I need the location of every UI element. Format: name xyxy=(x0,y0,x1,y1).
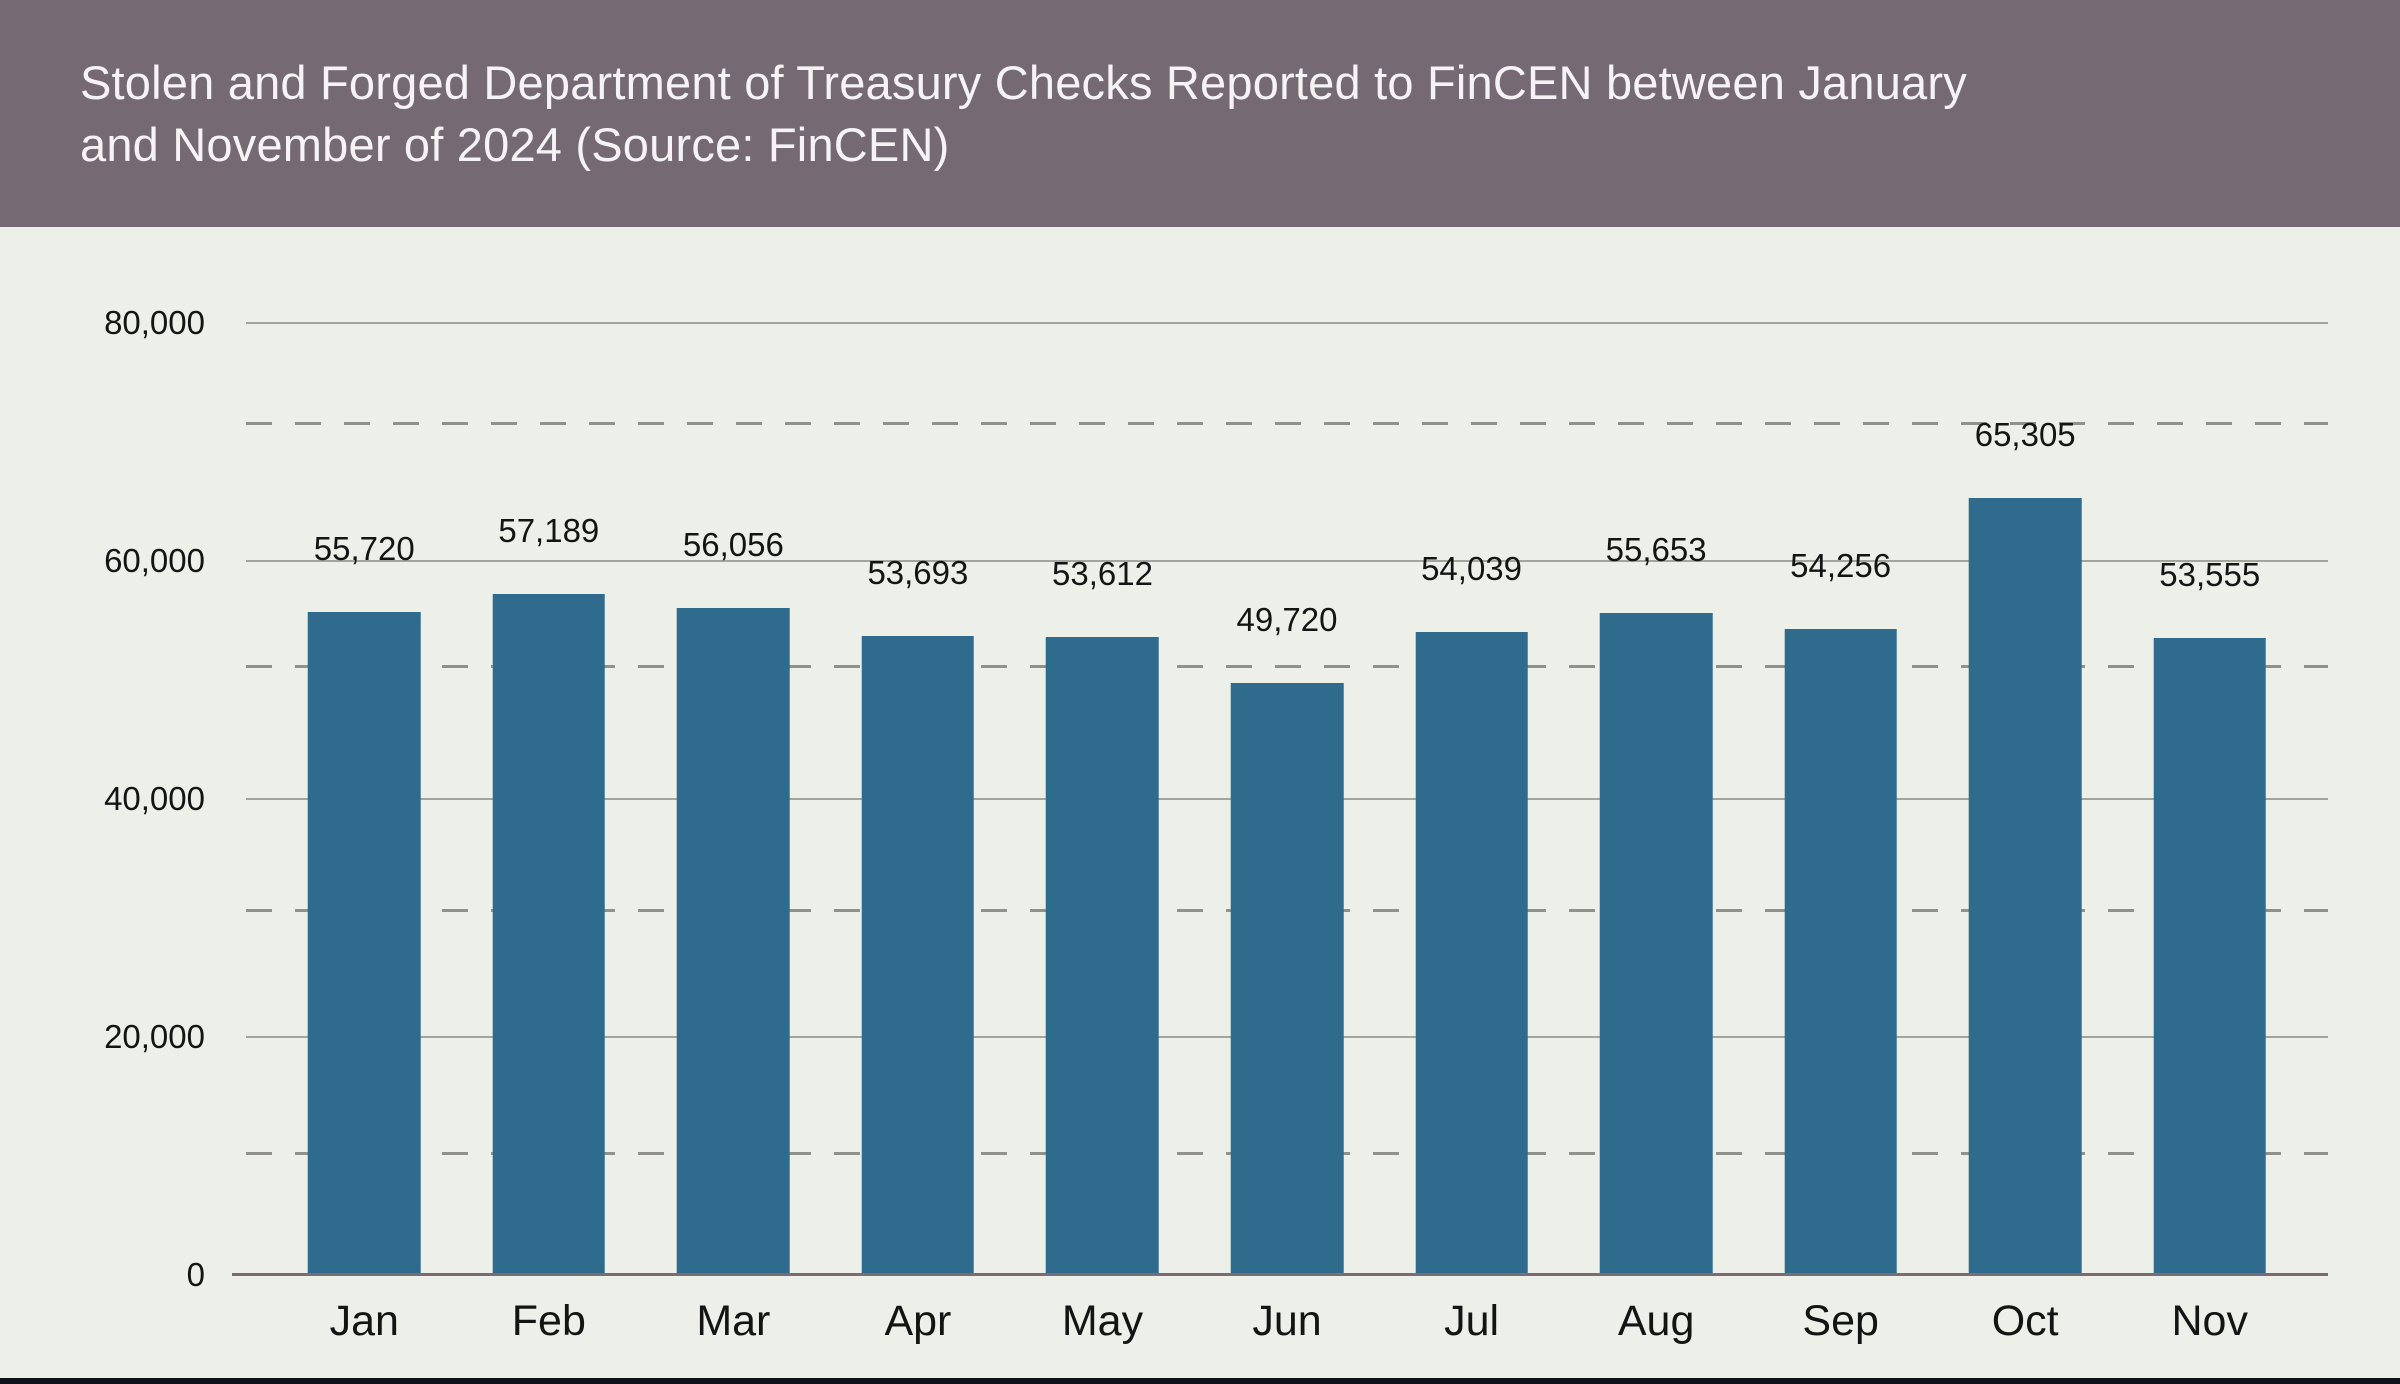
bar-value-label-jul: 54,039 xyxy=(1421,550,1523,588)
x-tick-label-apr: Apr xyxy=(884,1297,952,1345)
x-tick-label-sep: Sep xyxy=(1802,1297,1879,1345)
bar-aug xyxy=(1599,613,1713,1275)
chart-title-line-1: Stolen and Forged Department of Treasury… xyxy=(80,55,1967,109)
bar-nov xyxy=(2153,638,2267,1275)
chart-title-line-2: and November of 2024 (Source: FinCEN) xyxy=(80,117,950,171)
plot-grid: 55,720 Jan 57,189 Feb 56,056 Mar 53,693 Apr 53,6… xyxy=(232,322,2328,1343)
bar-value-label-nov: 53,555 xyxy=(2159,556,2261,594)
x-tick-label-jun: Jun xyxy=(1252,1297,1322,1345)
bar-sep xyxy=(1784,629,1897,1275)
bar-slot-mar: 56,056 Mar xyxy=(641,323,826,1343)
bar-slot-apr: 53,693 Apr xyxy=(826,323,1011,1343)
footer-strip xyxy=(0,1378,2400,1384)
y-tick-label-20000: 20,000 xyxy=(104,1018,205,1055)
bar-value-label-mar: 56,056 xyxy=(682,526,784,564)
y-tick-label-0: 0 xyxy=(186,1256,205,1293)
bar-value-label-apr: 53,693 xyxy=(867,554,969,592)
bar-slot-jun: 49,720 Jun xyxy=(1195,323,1380,1343)
gridline-dashed-50000 xyxy=(246,665,2328,669)
bar-may xyxy=(1046,637,1159,1275)
x-tick-label-oct: Oct xyxy=(1991,1297,2059,1345)
x-tick-label-jul: Jul xyxy=(1444,1297,1500,1345)
bar-oct xyxy=(1968,498,2082,1275)
bar-jul xyxy=(1415,632,1528,1275)
bar-slot-may: 53,612 May xyxy=(1010,323,1195,1343)
y-tick-label-40000: 40,000 xyxy=(104,780,205,817)
bar-jan xyxy=(307,612,421,1275)
bar-value-label-sep: 54,256 xyxy=(1790,547,1892,585)
bar-apr xyxy=(861,636,975,1275)
x-tick-label-aug: Aug xyxy=(1617,1297,1695,1345)
bar-slot-aug: 55,653 Aug xyxy=(1564,323,1749,1343)
gridline-solid-80000 xyxy=(246,322,2328,324)
bar-slot-oct: 65,305 Oct xyxy=(1933,323,2118,1343)
x-tick-label-nov: Nov xyxy=(2171,1297,2248,1345)
bar-jun xyxy=(1230,683,1344,1275)
bar-value-label-oct: 65,305 xyxy=(1974,416,2076,454)
bar-slot-jul: 54,039 Jul xyxy=(1379,323,1564,1343)
y-tick-label-80000: 80,000 xyxy=(104,304,205,341)
bar-slot-nov: 53,555 Nov xyxy=(2117,323,2302,1343)
bar-slot-feb: 57,189 Feb xyxy=(457,323,642,1343)
bar-value-label-may: 53,612 xyxy=(1051,555,1153,593)
bars-row: 55,720 Jan 57,189 Feb 56,056 Mar 53,693 Apr 53,6… xyxy=(246,323,2328,1343)
x-tick-label-jan: Jan xyxy=(329,1297,399,1345)
x-axis-line xyxy=(232,1273,2328,1276)
bar-slot-jan: 55,720 Jan xyxy=(272,323,457,1343)
x-tick-label-feb: Feb xyxy=(511,1297,586,1345)
bar-value-label-feb: 57,189 xyxy=(498,512,600,550)
gridline-solid-60000 xyxy=(246,560,2328,562)
x-tick-label-mar: Mar xyxy=(696,1297,771,1345)
bar-value-label-aug: 55,653 xyxy=(1605,531,1707,569)
bar-value-label-jun: 49,720 xyxy=(1236,601,1338,639)
gridline-dashed-70000 xyxy=(246,421,2328,425)
bar-value-label-jan: 55,720 xyxy=(313,530,415,568)
chart-header: Stolen and Forged Department of Treasury… xyxy=(0,0,2400,227)
x-tick-label-may: May xyxy=(1061,1297,1144,1345)
bar-slot-sep: 54,256 Sep xyxy=(1748,323,1933,1343)
y-axis-labels: 80,000 60,000 40,000 20,000 0 xyxy=(0,304,205,1293)
bar-mar xyxy=(677,608,790,1275)
y-tick-label-60000: 60,000 xyxy=(104,542,205,579)
bar-feb xyxy=(492,594,606,1275)
